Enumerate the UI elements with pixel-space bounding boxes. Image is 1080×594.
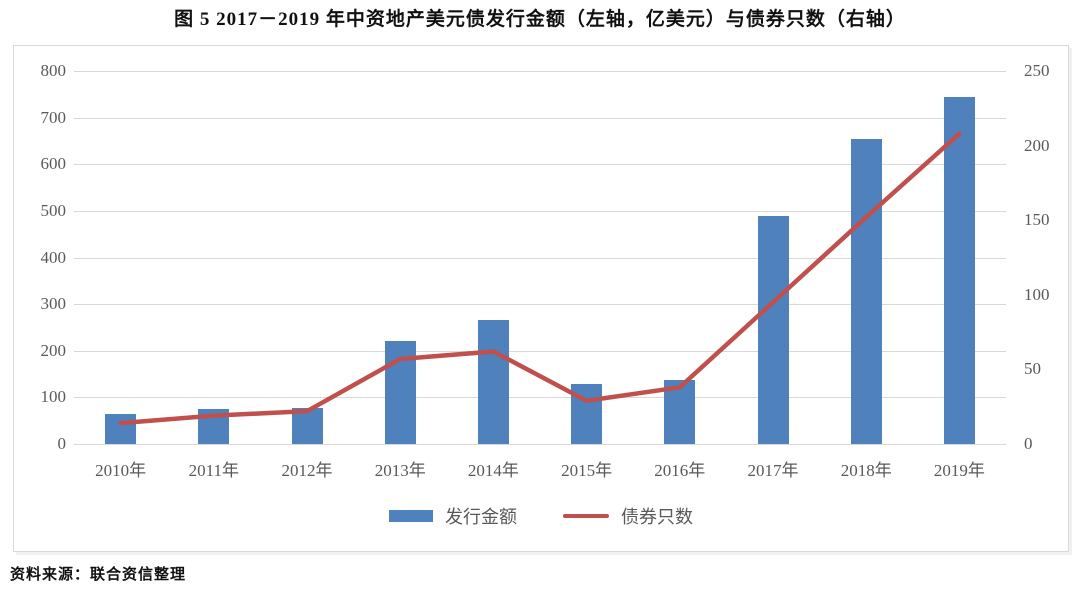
line-series (118, 131, 962, 426)
gridline-200 (74, 350, 1006, 352)
bar-2014年 (477, 320, 509, 444)
bar-2019年 (943, 96, 975, 444)
x-axis-label-2017年: 2017年 (747, 461, 799, 480)
x-axis-label-2014年: 2014年 (467, 461, 519, 480)
left-axis-tick-800: 800 (40, 61, 67, 80)
gridline-800 (74, 71, 1006, 72)
legend: 发行金额 债券只数 (14, 503, 1068, 529)
x-axis-label-2016年: 2016年 (654, 461, 706, 480)
gridline-600 (74, 164, 1006, 166)
chart-area: 0 100 200 300 400 500 600 700 800 0 50 100 150 200 250… (13, 45, 1069, 552)
x-axis-label-2012年: 2012年 (281, 461, 333, 480)
bar-2018年 (850, 138, 882, 444)
x-axis-label-2013年: 2013年 (374, 461, 426, 480)
bar-2010年 (105, 413, 137, 444)
x-axis-label-2018年: 2018年 (840, 461, 892, 480)
gridline-400 (74, 257, 1006, 259)
left-axis-tick-100: 100 (40, 387, 67, 407)
legend-bar-swatch (389, 510, 433, 522)
source-note: 资料来源：联合资信整理 (10, 567, 187, 583)
legend-line-swatch (563, 514, 609, 518)
legend-line-label: 债券只数 (621, 507, 693, 527)
right-axis-tick-0: 0 (1024, 434, 1033, 453)
left-axis-tick-0: 0 (57, 434, 67, 453)
gridline-100 (74, 397, 1006, 399)
left-axis-tick-500: 500 (40, 200, 67, 220)
right-axis-tick-100: 100 (1024, 284, 1050, 304)
legend-bar-label: 发行金额 (445, 507, 517, 527)
left-axis-tick-700: 700 (40, 107, 67, 127)
right-axis-tick-50: 50 (1024, 359, 1041, 379)
gridline-0 (74, 444, 1006, 445)
line-path (118, 131, 962, 426)
bar-2017年 (757, 215, 789, 444)
right-axis-tick-150: 150 (1024, 210, 1050, 230)
plot-area: 0 100 200 300 400 500 600 700 800 0 50 100 150 200 250… (14, 46, 1068, 551)
left-axis-tick-400: 400 (40, 247, 67, 267)
x-axis-label-2010年: 2010年 (95, 461, 147, 480)
gridline-700 (74, 117, 1006, 119)
x-axis-label-2019年: 2019年 (933, 461, 985, 480)
x-axis-label-2015年: 2015年 (561, 461, 613, 480)
figure-title: 图 5 2017－2019 年中资地产美元债发行金额（左轴，亿美元）与债券只数（… (174, 9, 906, 30)
right-axis-tick-200: 200 (1024, 135, 1050, 155)
gridline-500 (74, 210, 1006, 212)
right-axis-tick-250: 250 (1024, 61, 1050, 80)
x-axis-label-2011年: 2011年 (188, 461, 239, 480)
left-axis-tick-600: 600 (40, 154, 67, 174)
gridline-300 (74, 304, 1006, 306)
left-axis-tick-300: 300 (40, 294, 67, 314)
left-axis-tick-200: 200 (40, 340, 67, 360)
